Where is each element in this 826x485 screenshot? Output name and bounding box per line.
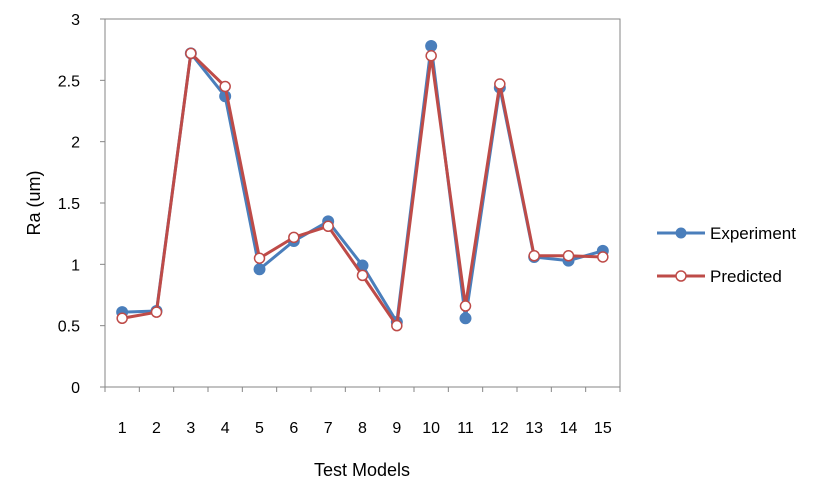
series-layer [116, 39, 609, 332]
y-axis-title: Ra (um) [24, 170, 44, 235]
data-point-predicted [185, 47, 197, 60]
data-point-predicted [356, 269, 369, 282]
y-tick-label: 1.5 [58, 196, 80, 213]
x-tick-label: 2 [152, 420, 161, 437]
plot-frame [104, 18, 621, 388]
data-point-predicted [597, 251, 609, 263]
legend-item-predicted: Predicted [657, 267, 782, 286]
legend-label: Experiment [710, 224, 796, 243]
y-axis-ticks: 0 0.5 1 1.5 2 2.5 3 [58, 12, 105, 397]
y-tick-label: 0.5 [58, 319, 80, 336]
x-tick-label: 3 [186, 420, 195, 437]
data-point-predicted [391, 319, 403, 332]
x-tick-label: 14 [560, 420, 578, 437]
x-tick-label: 7 [324, 420, 333, 437]
x-axis-title: Test Models [314, 460, 410, 480]
data-point-predicted [219, 80, 231, 93]
y-tick-label: 2.5 [58, 73, 80, 90]
x-axis-ticks: 1 2 3 4 5 6 7 8 9 10 11 12 13 14 15 [104, 387, 621, 437]
legend-item-experiment: Experiment [657, 224, 796, 243]
data-point-predicted [562, 249, 575, 262]
x-tick-label: 15 [594, 420, 612, 437]
y-tick-label: 2 [71, 135, 80, 152]
data-point-predicted [288, 231, 300, 244]
data-point-experiment [459, 312, 472, 325]
x-tick-label: 6 [289, 420, 298, 437]
y-tick-label: 3 [71, 12, 80, 29]
x-tick-label: 9 [392, 420, 401, 437]
x-tick-label: 10 [422, 420, 440, 437]
x-tick-label: 8 [358, 420, 367, 437]
data-point-experiment [425, 39, 438, 52]
data-point-predicted [528, 249, 540, 262]
data-point-predicted [459, 300, 472, 312]
legend-marker [675, 227, 687, 239]
data-point-predicted [425, 50, 437, 62]
y-tick-label: 1 [71, 257, 80, 274]
data-point-experiment [253, 263, 266, 276]
series-predicted [116, 47, 609, 332]
x-tick-label: 13 [525, 420, 543, 437]
x-tick-label: 12 [491, 420, 509, 437]
data-point-predicted [253, 252, 266, 264]
data-point-predicted [494, 78, 506, 90]
legend-marker [675, 270, 687, 282]
data-point-predicted [150, 306, 163, 318]
data-point-predicted [116, 312, 128, 325]
plot-area [104, 18, 621, 388]
x-tick-label: 4 [221, 420, 230, 437]
y-tick-label: 0 [71, 380, 80, 397]
data-point-predicted [322, 220, 334, 233]
legend-label: Predicted [710, 267, 782, 286]
x-tick-label: 11 [457, 420, 474, 437]
x-tick-label: 5 [255, 420, 264, 437]
x-tick-label: 1 [118, 420, 127, 437]
legend: Experiment Predicted [657, 224, 796, 286]
